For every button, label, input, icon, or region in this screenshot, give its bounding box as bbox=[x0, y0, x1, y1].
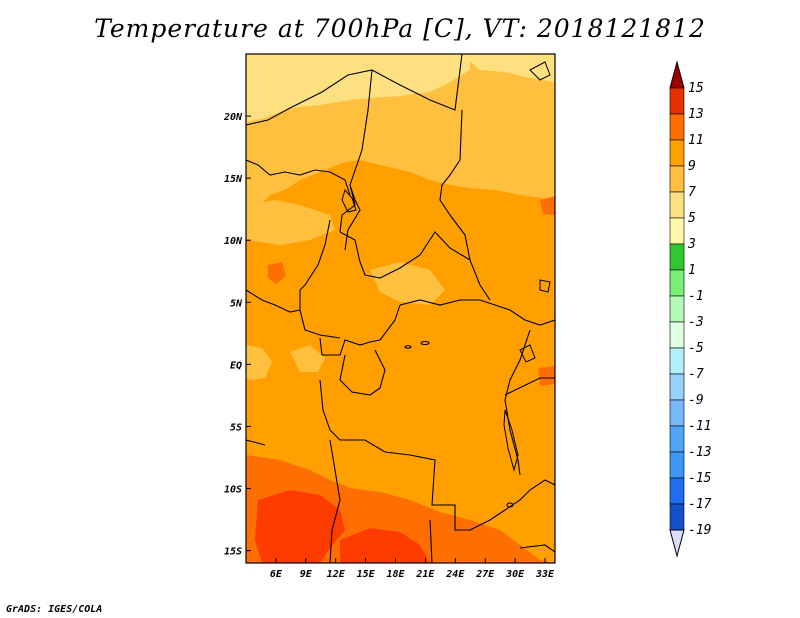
x-tick-label: 18E bbox=[386, 569, 405, 580]
y-tick-label: 5N bbox=[230, 298, 243, 309]
colorbar-label: -9 bbox=[688, 393, 704, 408]
colorbar-bottom-arrow bbox=[669, 529, 685, 558]
colorbar-swatch bbox=[669, 269, 685, 297]
x-tick-label: 24E bbox=[445, 569, 465, 580]
colorbar-swatch bbox=[669, 503, 685, 531]
y-tick-label: 15N bbox=[224, 174, 243, 185]
lakes bbox=[341, 61, 551, 508]
colorbar-label: -11 bbox=[688, 419, 711, 434]
colorbar-swatch bbox=[669, 347, 685, 375]
colorbar-label: 9 bbox=[688, 159, 696, 174]
x-tick-label: 12E bbox=[327, 569, 346, 580]
contour-5-7-north bbox=[246, 54, 470, 122]
colorbar-label: 15 bbox=[688, 81, 704, 96]
colorbar-swatch bbox=[669, 165, 685, 193]
contour-5-7-northeast bbox=[462, 54, 555, 82]
colorbar-swatch bbox=[669, 87, 685, 115]
colorbar-label: 7 bbox=[688, 185, 696, 200]
colorbar-top-arrow bbox=[669, 60, 685, 89]
map-title: Temperature at 700hPa [C], VT: 201812181… bbox=[94, 14, 706, 43]
x-tick-label: 9E bbox=[300, 569, 313, 580]
y-tick-label: 10S bbox=[224, 485, 242, 496]
x-axis: 6E 9E 12E 15E 18E 21E 24E 27E 30E 33E bbox=[270, 558, 555, 580]
colorbar-label: -1 bbox=[688, 289, 704, 304]
colorbar-swatch bbox=[669, 113, 685, 141]
colorbar-swatch bbox=[669, 139, 685, 167]
colorbar-label: -7 bbox=[688, 367, 704, 382]
colorbar-swatch bbox=[669, 191, 685, 219]
colorbar-label: -15 bbox=[688, 471, 712, 486]
contour-11-13-patch-east bbox=[540, 196, 555, 215]
y-tick-label: 5S bbox=[230, 422, 242, 433]
x-tick-label: 15E bbox=[357, 569, 376, 580]
colorbar-swatch bbox=[669, 477, 685, 505]
colorbar-label: 13 bbox=[688, 107, 704, 122]
x-tick-label: 6E bbox=[270, 569, 283, 580]
colorbar-swatch bbox=[669, 295, 685, 323]
colorbar-label: 1 bbox=[688, 263, 696, 278]
country-borders bbox=[246, 54, 555, 563]
contour-11-13-patch-west bbox=[268, 262, 286, 284]
colorbar-swatch bbox=[669, 217, 685, 245]
y-tick-label: EQ bbox=[230, 360, 242, 371]
colorbar-label: 3 bbox=[687, 237, 696, 252]
colorbar-swatch bbox=[669, 373, 685, 401]
temperature-field bbox=[246, 54, 555, 563]
contour-13-15-south-central bbox=[340, 528, 430, 563]
colorbar-label: -3 bbox=[688, 315, 704, 330]
colorbar-swatch bbox=[669, 321, 685, 349]
colorbar-label: -13 bbox=[688, 445, 711, 460]
y-axis: 20N 15N 10N 5N EQ 5S 10S 15S bbox=[223, 112, 251, 558]
x-tick-label: 30E bbox=[505, 569, 525, 580]
x-tick-label: 33E bbox=[535, 569, 555, 580]
y-tick-label: 10N bbox=[224, 236, 243, 247]
contour-7-9-west bbox=[246, 200, 335, 245]
plot-frame bbox=[245, 53, 556, 564]
colorbar-swatch bbox=[669, 425, 685, 453]
x-tick-label: 27E bbox=[475, 569, 495, 580]
colorbar-swatch bbox=[669, 243, 685, 271]
colorbar-label: 5 bbox=[688, 211, 696, 226]
contour-7-9-patch-central bbox=[370, 262, 445, 305]
colorbar-label: -17 bbox=[688, 497, 712, 512]
colorbar-swatch bbox=[669, 399, 685, 427]
x-tick-label: 21E bbox=[415, 569, 435, 580]
colorbar-label: -19 bbox=[688, 523, 711, 538]
y-tick-label: 20N bbox=[223, 112, 243, 123]
colorbar-label: 11 bbox=[688, 133, 704, 148]
grads-credit: GrADS: IGES/COLA bbox=[6, 604, 103, 615]
contour-7-9-patch-gulf bbox=[246, 345, 272, 380]
contour-13-15-southwest bbox=[255, 490, 345, 563]
colorbar-label: -5 bbox=[688, 341, 704, 356]
contour-7-9-patch-gulf2 bbox=[290, 345, 325, 372]
colorbar: 15 13 11 9 7 5 3 1 -1 -3 -5 -7 -9 -11 -13 -15 -17 -19 bbox=[669, 60, 712, 558]
colorbar-swatch bbox=[669, 451, 685, 479]
contour-11-13-patch-lake bbox=[538, 366, 555, 386]
y-tick-label: 15S bbox=[224, 547, 242, 558]
